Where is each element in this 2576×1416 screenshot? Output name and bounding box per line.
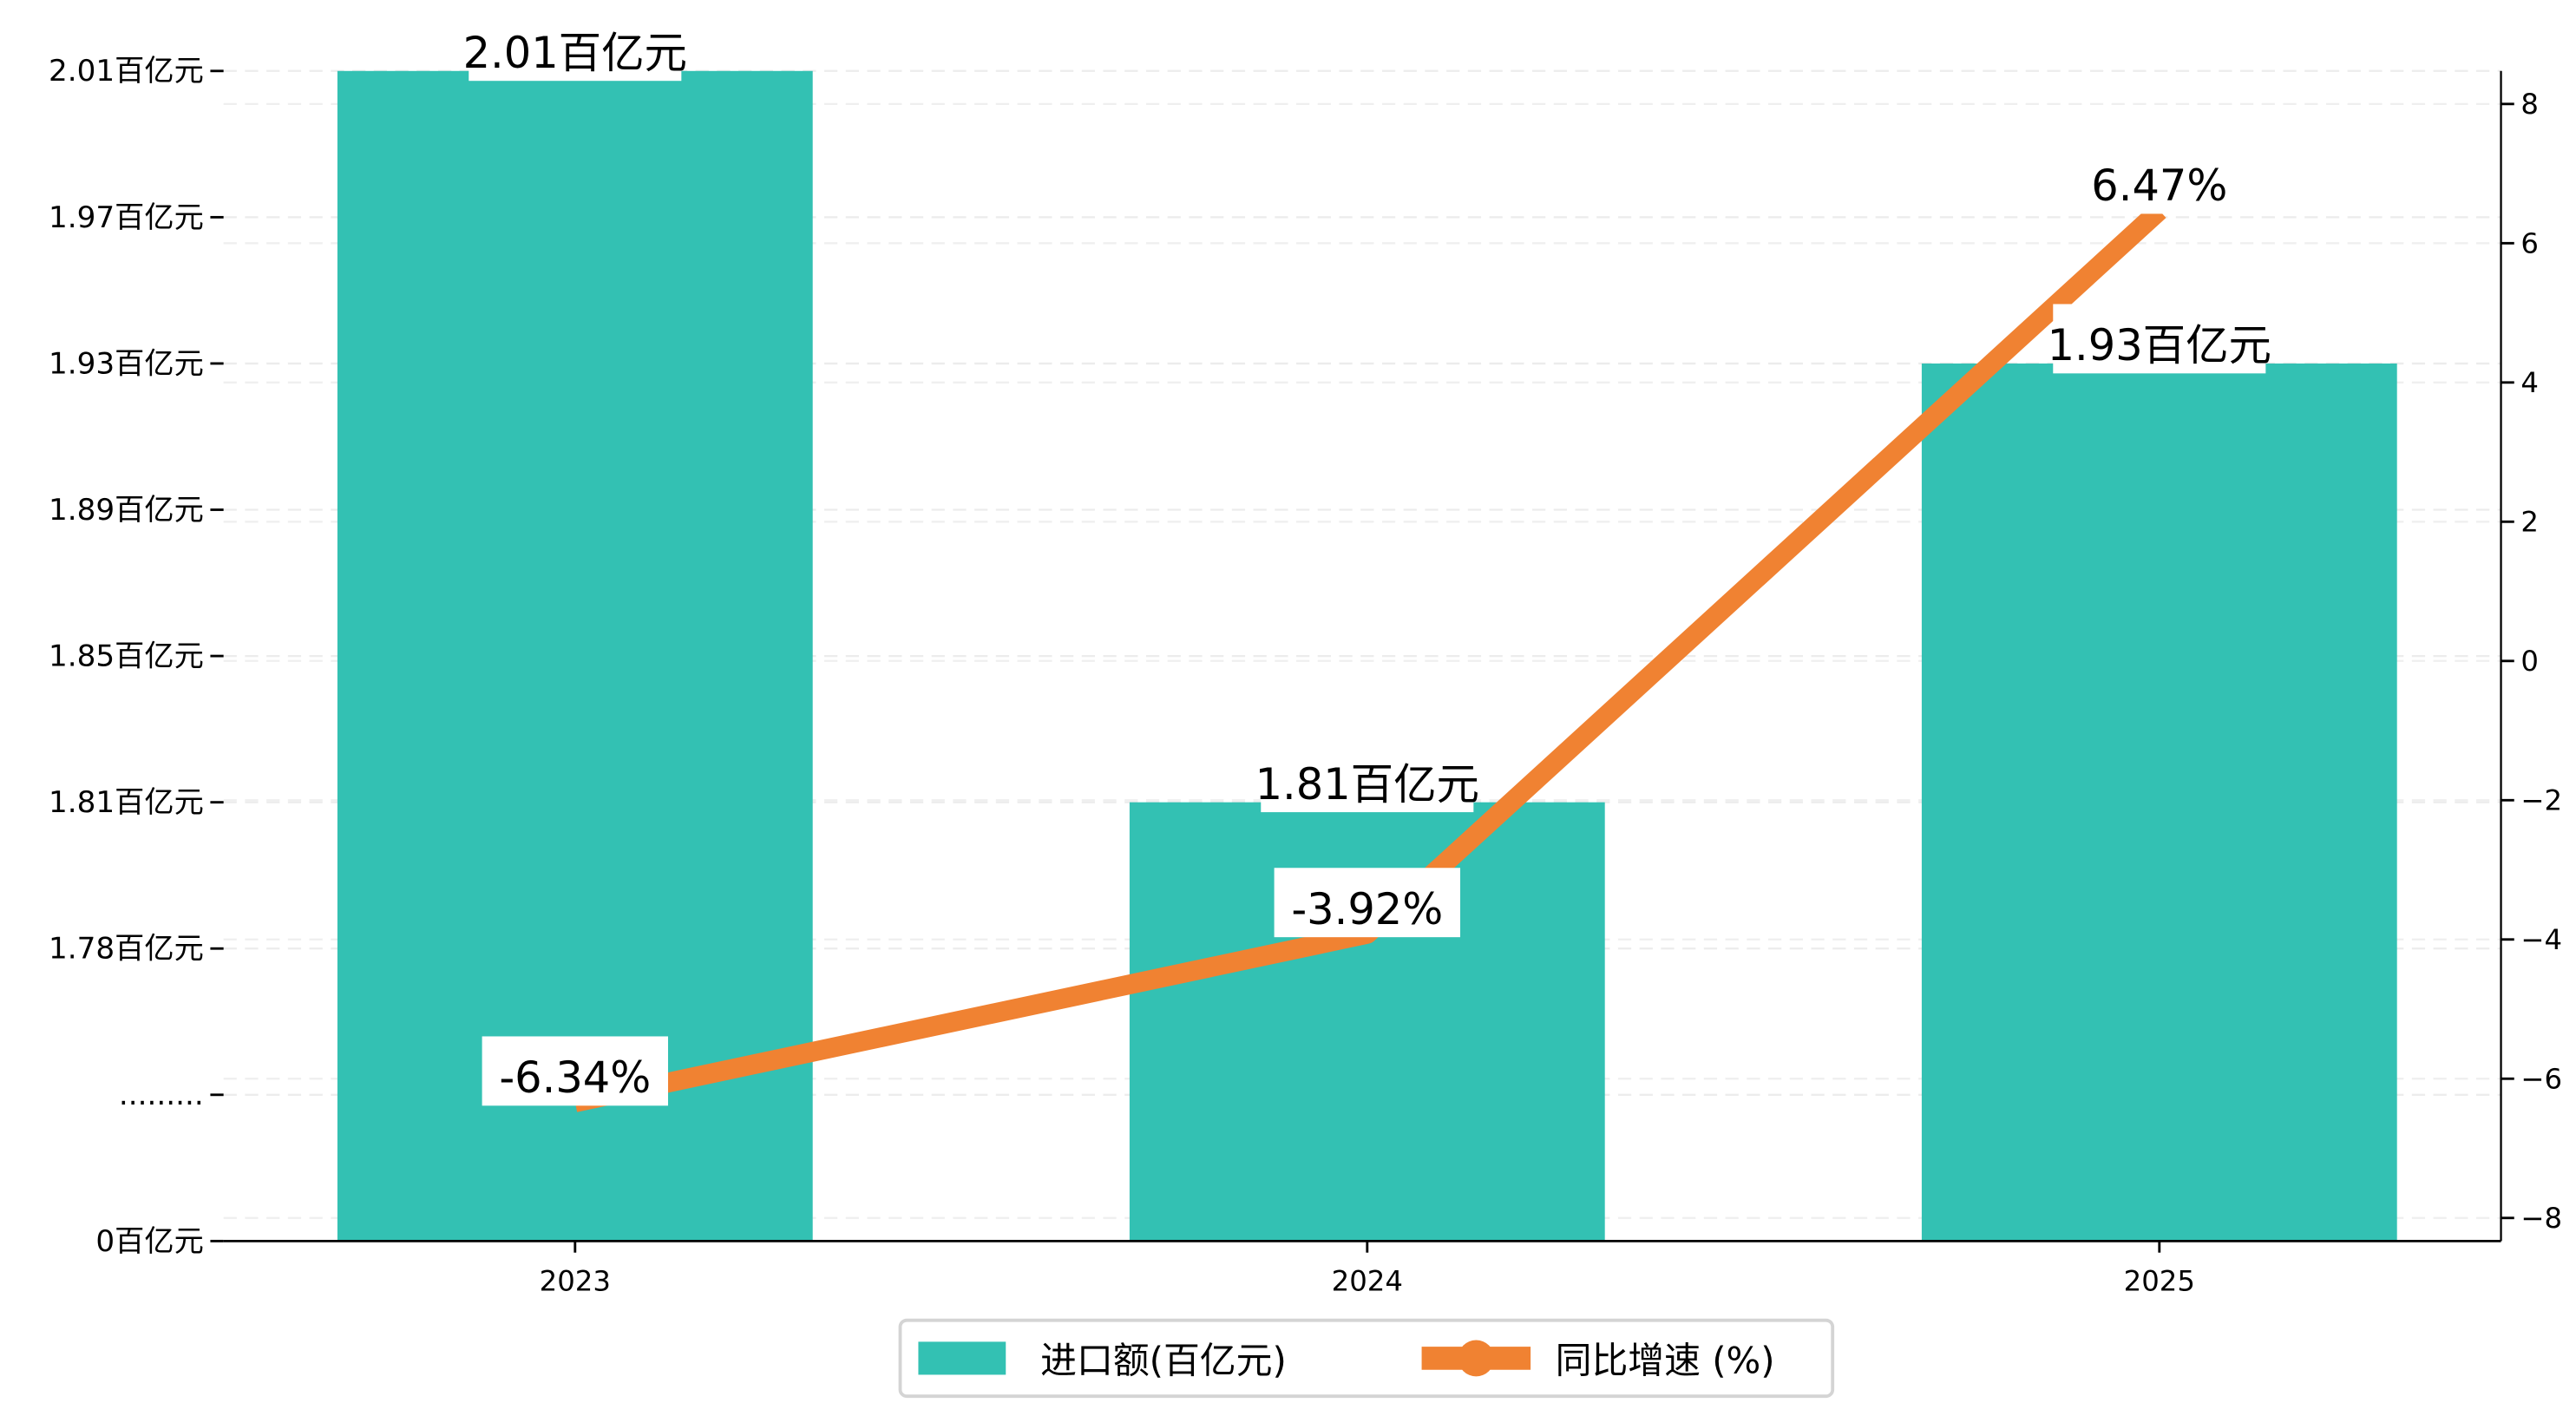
growth-value-label-bg [1274,868,1461,938]
legend: 进口额(百亿元) 同比增速 (%) [898,1318,1835,1399]
legend-line-label: 同比增速 (%) [1556,1340,1775,1382]
right-tick-label: −6 [2520,1063,2562,1096]
left-tick-label: 1.85百亿元 [49,639,204,673]
bar-value-label-bg [469,11,682,82]
x-axis: 2023 2024 2025 [223,1239,2501,1297]
bar-value-label: 2.01百亿元 [463,28,687,78]
legend-bar-label: 进口额(百亿元) [1040,1340,1287,1382]
left-tick-label: 1.97百亿元 [49,200,204,235]
x-tick-label: 2025 [2124,1264,2195,1297]
right-tick-label: 4 [2520,366,2539,399]
growth-value-label: -3.92% [1291,884,1443,934]
x-tick-label: 2023 [540,1264,611,1297]
right-tick-label: −4 [2520,923,2562,956]
bar-value-label: 1.81百亿元 [1255,759,1479,810]
right-axis: −8 −6 −4 −2 0 2 4 6 8 [2500,70,2562,1242]
bar-value-label-bg [2053,304,2266,374]
bar-2025 [1921,363,2397,1242]
left-tick-label: 2.01百亿元 [49,54,204,88]
growth-value-label-bg [482,1036,668,1106]
right-tick-label: −2 [2520,784,2562,817]
right-tick-label: 8 [2520,88,2539,121]
x-tick-label: 2024 [1332,1264,1403,1297]
bar-value-label: 1.93百亿元 [2048,320,2271,370]
right-tick-label: 2 [2520,506,2539,539]
left-tick-label: 1.93百亿元 [49,346,204,381]
growth-value-label-bg [2079,144,2239,214]
left-tick-label: 0百亿元 [95,1224,203,1259]
bar-value-label-bg [1261,743,1474,813]
left-tick-label: 1.78百亿元 [49,932,204,967]
legend-bar-swatch [918,1341,1006,1375]
left-axis: 0百亿元......... 1.78百亿元 1.81百亿元 1.85百亿元 1.89百亿… [49,54,224,1259]
left-tick-label: 1.89百亿元 [49,493,204,528]
growth-value-label: 6.47% [2091,161,2227,211]
left-tick-label: 1.81百亿元 [49,785,204,820]
legend-line-marker [1458,1340,1495,1377]
growth-value-label: -6.34% [499,1052,651,1103]
data-labels: 2.01百亿元 1.81百亿元 1.93百亿元 -6.34% -3.92% 6.47% [463,11,2271,1106]
left-tick-label: ......... [119,1078,204,1112]
right-tick-label: 6 [2520,227,2539,260]
right-tick-label: −8 [2520,1202,2562,1235]
right-tick-label: 0 [2520,645,2539,678]
